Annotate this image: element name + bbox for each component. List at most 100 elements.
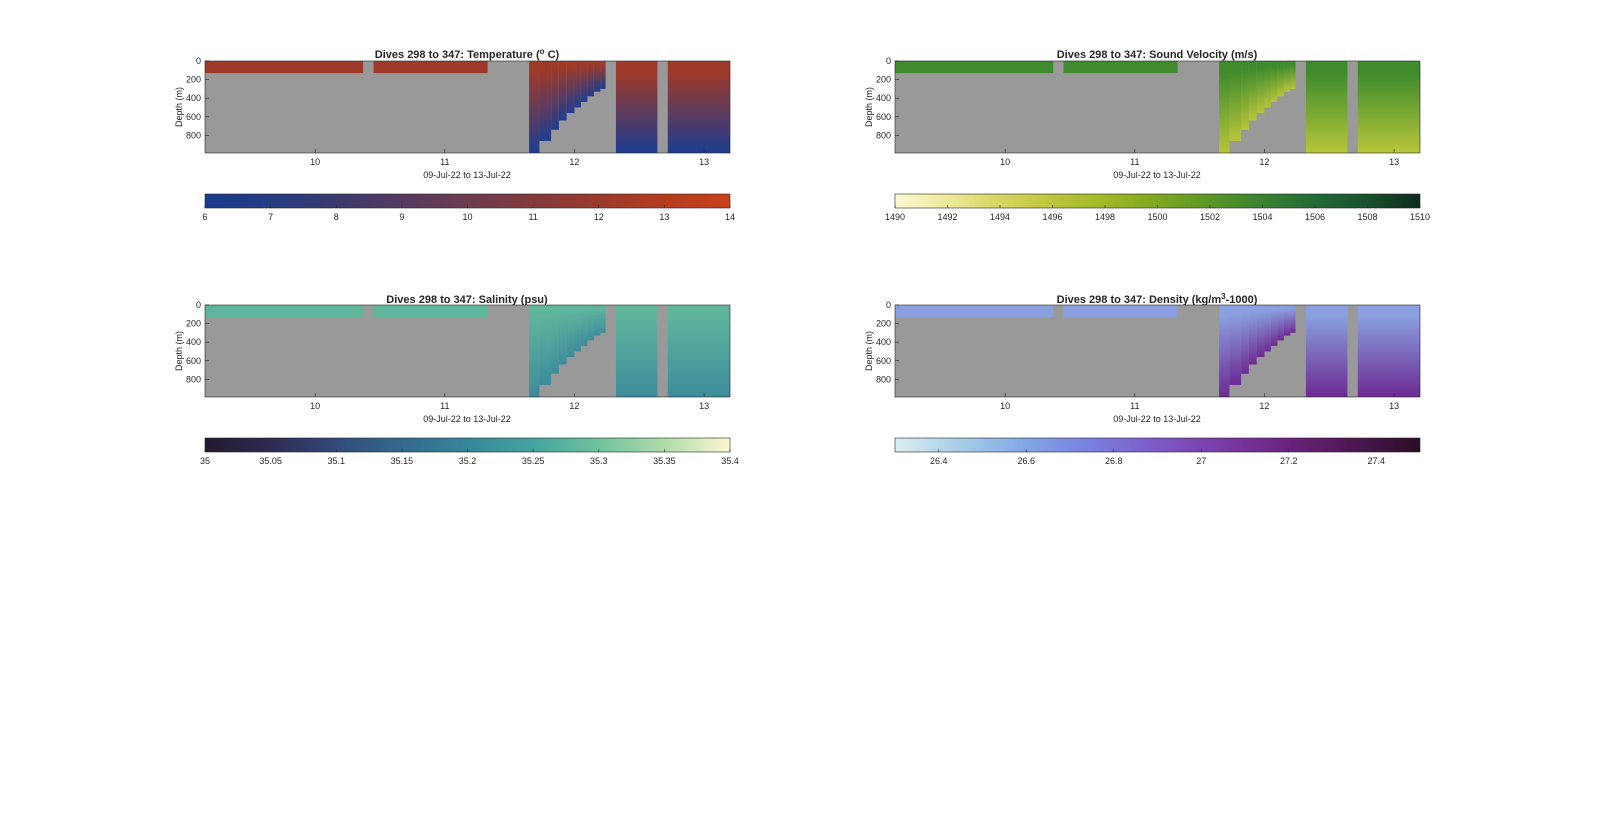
x-tick-label: 11	[1130, 401, 1139, 411]
y-tick-label: 800	[876, 374, 891, 384]
x-tick-label: 13	[1389, 401, 1399, 411]
colorbar-tick-label: 10	[462, 212, 472, 222]
data-column	[1305, 61, 1348, 153]
colorbar-tick-label: 27	[1196, 456, 1206, 466]
x-tick-label: 10	[1000, 401, 1010, 411]
data-column	[1256, 305, 1265, 358]
colorbar-tick-label: 35	[200, 456, 210, 466]
x-tick-labels: 10 11 12 13	[1000, 393, 1399, 411]
y-tick-label: 0	[886, 300, 891, 310]
colorbar-tick-label: 35.35	[653, 456, 676, 466]
data-column	[580, 305, 588, 346]
colorbar-tick-label: 9	[399, 212, 404, 222]
data-column	[580, 61, 588, 102]
section-plot	[895, 61, 1420, 153]
colorbar: 6 7 8 9 10 11 12 13 14	[202, 193, 735, 222]
data-column	[566, 305, 575, 358]
colorbar-tick-label: 1498	[1095, 212, 1115, 222]
colorbar-tick-label: 1508	[1357, 212, 1377, 222]
data-column	[587, 61, 594, 97]
data-column	[667, 305, 730, 397]
colorbar-tick-label: 1492	[937, 212, 957, 222]
data-column	[574, 305, 581, 352]
x-tick-label: 13	[699, 157, 709, 167]
colorbar: 1490 1492 1494 1496 1498 1500 1502 1504 1506 1508…	[885, 193, 1430, 222]
data-column	[1357, 305, 1420, 397]
y-tick-label: 400	[186, 93, 201, 103]
y-tick-labels: 0 200 400 600 800	[186, 56, 209, 140]
y-tick-label: 600	[186, 112, 201, 122]
colorbar-tick-label: 26.4	[930, 456, 948, 466]
data-column	[895, 305, 1054, 318]
x-tick-labels: 10 11 12 13	[310, 393, 709, 411]
chart-title: Dives 298 to 347: Sound Velocity (m/s)	[1057, 49, 1258, 61]
plot-frame	[204, 60, 731, 154]
panel-temperature: Dives 298 to 347: Temperature (o C) Dept…	[174, 47, 735, 222]
plot-frame	[204, 304, 731, 398]
colorbar-tick-label: 26.6	[1017, 456, 1035, 466]
colorbar-tick-label: 35.3	[590, 456, 608, 466]
colorbar-tick-label: 1496	[1042, 212, 1062, 222]
y-tick-label: 0	[886, 56, 891, 66]
colorbar-tick-label: 35.4	[721, 456, 739, 466]
chart-title: Dives 298 to 347: Salinity (psu)	[386, 294, 548, 306]
colorbar-tick-label: 1510	[1410, 212, 1430, 222]
colorbar-tick-label: 27.2	[1280, 456, 1298, 466]
data-column	[1264, 61, 1271, 108]
x-tick-label: 11	[440, 157, 449, 167]
colorbar: 35 35.05 35.1 35.15 35.2 35.25 35.3 35.35 35.4	[200, 437, 739, 466]
y-tick-label: 200	[876, 319, 891, 329]
x-tick-label: 13	[1389, 157, 1399, 167]
data-column	[539, 305, 552, 385]
data-column	[566, 61, 575, 114]
colorbar-tick-label: 7	[268, 212, 273, 222]
colorbar-tick-label: 11	[528, 212, 537, 222]
data-column	[587, 305, 594, 341]
data-column	[529, 61, 540, 153]
data-column	[600, 305, 606, 333]
y-tick-label: 200	[186, 319, 201, 329]
y-tick-label: 0	[196, 56, 201, 66]
data-column	[205, 305, 364, 318]
y-tick-label: 600	[876, 112, 891, 122]
colorbar-tick-label: 12	[594, 212, 604, 222]
x-tick-labels: 10 11 12 13	[310, 149, 709, 167]
x-tick-labels: 10 11 12 13	[1000, 149, 1399, 167]
colorbar-tick-label: 26.8	[1105, 456, 1123, 466]
y-tick-label: 200	[876, 75, 891, 85]
data-column	[1063, 305, 1178, 318]
x-axis-label: 09-Jul-22 to 13-Jul-22	[423, 170, 511, 180]
data-column	[615, 61, 658, 153]
colorbar-tick-label: 14	[725, 212, 735, 222]
data-column	[1063, 61, 1178, 74]
data-column	[551, 61, 559, 130]
section-plot	[895, 305, 1420, 397]
data-column	[593, 305, 601, 336]
y-tick-label: 400	[876, 93, 891, 103]
panel-sound-velocity: Dives 298 to 347: Sound Velocity (m/s) D…	[864, 49, 1430, 222]
colorbar-tick-label: 27.4	[1367, 456, 1385, 466]
colorbar-tick-label: 1490	[885, 212, 905, 222]
colorbar-tick-label: 35.05	[259, 456, 282, 466]
colorbar-tick-label: 1502	[1200, 212, 1220, 222]
data-column	[373, 305, 488, 318]
data-column	[1229, 305, 1242, 385]
plot-frame	[894, 304, 1421, 398]
y-axis-label: Depth (m)	[174, 87, 184, 127]
colorbar-tick-label: 35.25	[522, 456, 545, 466]
data-column	[1248, 305, 1257, 365]
colorbar-tick-label: 1494	[990, 212, 1010, 222]
y-tick-label: 400	[186, 337, 201, 347]
y-tick-label: 0	[196, 300, 201, 310]
data-column	[1283, 305, 1291, 336]
x-tick-label: 11	[1130, 157, 1139, 167]
data-column	[1248, 61, 1257, 121]
data-column	[558, 61, 567, 121]
data-column	[1277, 61, 1284, 97]
y-tick-label: 200	[186, 75, 201, 85]
x-tick-label: 12	[569, 401, 579, 411]
panel-density: Dives 298 to 347: Density (kg/m3-1000) D…	[864, 292, 1421, 466]
colorbar-tick-label: 35.1	[327, 456, 345, 466]
x-axis-label: 09-Jul-22 to 13-Jul-22	[423, 414, 511, 424]
